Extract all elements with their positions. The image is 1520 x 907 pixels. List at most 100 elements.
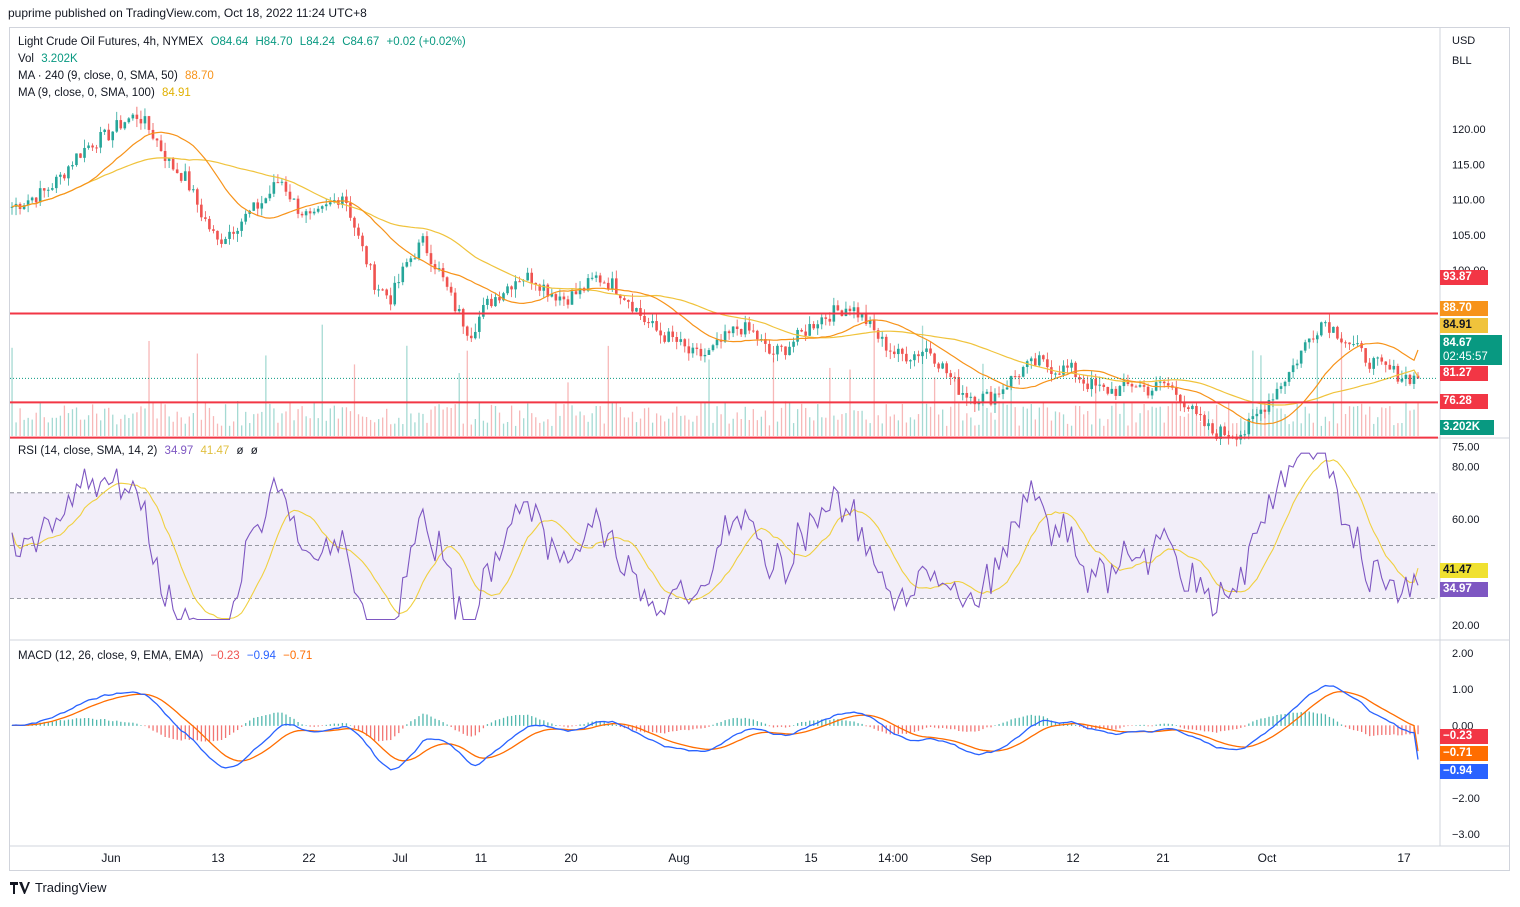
macd-hist-bar: [716, 722, 718, 726]
macd-hist-bar: [1199, 725, 1202, 731]
candle: [1251, 416, 1255, 420]
macd-hist-bar: [805, 721, 807, 726]
volume-bar: [921, 325, 924, 436]
macd-hist-bar: [148, 725, 150, 729]
candle: [1320, 322, 1323, 336]
volume-bar: [647, 407, 650, 436]
price-tick-label: 105.00: [1452, 230, 1486, 242]
volume-bar: [768, 425, 771, 436]
candle: [1287, 372, 1291, 382]
candle: [445, 277, 449, 287]
candle: [1263, 409, 1267, 412]
volume-bar: [817, 404, 819, 436]
volume-bar: [535, 417, 537, 436]
volume-bar: [301, 406, 303, 436]
volume-bar: [801, 403, 803, 436]
macd-hist-bar: [1324, 714, 1327, 726]
candle: [1086, 383, 1089, 390]
volume-bar: [1155, 407, 1157, 436]
macd-hist-bar: [998, 724, 1000, 726]
volume-bar: [708, 359, 710, 436]
macd-hist-bar: [970, 725, 972, 732]
candle: [163, 150, 167, 161]
macd-hist-bar: [394, 725, 396, 737]
macd-hist-bar: [245, 723, 247, 726]
candle: [780, 345, 783, 347]
candle: [707, 350, 711, 355]
macd-hist-bar: [369, 725, 372, 738]
volume-bar: [156, 418, 158, 436]
candle: [385, 289, 388, 296]
candle: [159, 140, 163, 151]
candle: [59, 174, 62, 177]
volume-bar: [273, 408, 275, 436]
volume-bar: [510, 405, 513, 436]
macd-hist-bar: [345, 723, 348, 726]
volume-bar: [1356, 406, 1359, 436]
volume-bar: [784, 401, 787, 436]
macd-hist-bar: [192, 725, 194, 740]
candle: [610, 278, 614, 290]
volume-bar: [837, 419, 839, 436]
macd-hist-bar: [289, 716, 291, 726]
candle: [1227, 434, 1230, 437]
macd-hist-bar: [543, 720, 545, 726]
candle: [852, 307, 856, 312]
volume-bar: [51, 417, 53, 436]
candle: [695, 347, 699, 349]
candle: [715, 339, 719, 346]
candle: [1332, 326, 1335, 333]
macd-hist-bar: [1397, 725, 1399, 736]
volume-bar: [128, 418, 130, 436]
volume-bar: [813, 420, 815, 436]
macd-hist-bar: [676, 725, 678, 731]
volume-bar: [241, 425, 243, 436]
macd-hist-bar: [152, 725, 154, 731]
candle: [320, 206, 324, 209]
candle: [30, 197, 34, 201]
macd-hist-bar: [865, 725, 867, 727]
candle: [816, 324, 820, 329]
candle: [945, 363, 948, 374]
macd-hist-bar: [680, 725, 682, 731]
macd-hist-bar: [1191, 725, 1194, 730]
candle: [63, 174, 66, 179]
volume-bar: [394, 423, 396, 436]
volume-bar: [31, 419, 33, 436]
candle: [393, 282, 397, 305]
candle: [421, 236, 425, 243]
macd-hist-bar: [1207, 725, 1210, 732]
macd-hist-bar: [712, 724, 714, 726]
volume-bar: [1062, 414, 1065, 436]
macd-hist-bar: [756, 721, 759, 726]
volume-bar: [1135, 422, 1137, 436]
macd-hist-bar: [1336, 721, 1339, 726]
candle: [639, 308, 642, 316]
macd-hist-bar: [821, 719, 823, 726]
candle: [1191, 405, 1194, 410]
currency-label: USD: [1452, 35, 1476, 47]
volume-bar: [623, 417, 626, 436]
volume-bar: [1268, 401, 1270, 436]
volume-bar: [204, 402, 207, 436]
volume-bar: [406, 345, 408, 436]
macd-hist-bar: [647, 725, 650, 733]
macd-hist-bar: [160, 725, 162, 735]
candle: [46, 189, 50, 191]
macd-hist-bar: [1215, 725, 1218, 733]
candle: [1001, 389, 1005, 394]
macd-hist-bar: [535, 717, 537, 726]
candle: [965, 392, 969, 398]
candle: [598, 275, 602, 283]
macd-hist-bar: [664, 725, 666, 734]
candle: [1150, 390, 1154, 396]
volume-bar: [277, 422, 279, 436]
volume-bar: [422, 413, 424, 436]
volume-bar: [825, 417, 827, 436]
candle: [1094, 379, 1098, 386]
macd-hist-bar: [390, 725, 392, 741]
volume-bar: [59, 415, 62, 436]
macd-hist-bar: [486, 724, 489, 726]
candle: [1211, 423, 1214, 434]
